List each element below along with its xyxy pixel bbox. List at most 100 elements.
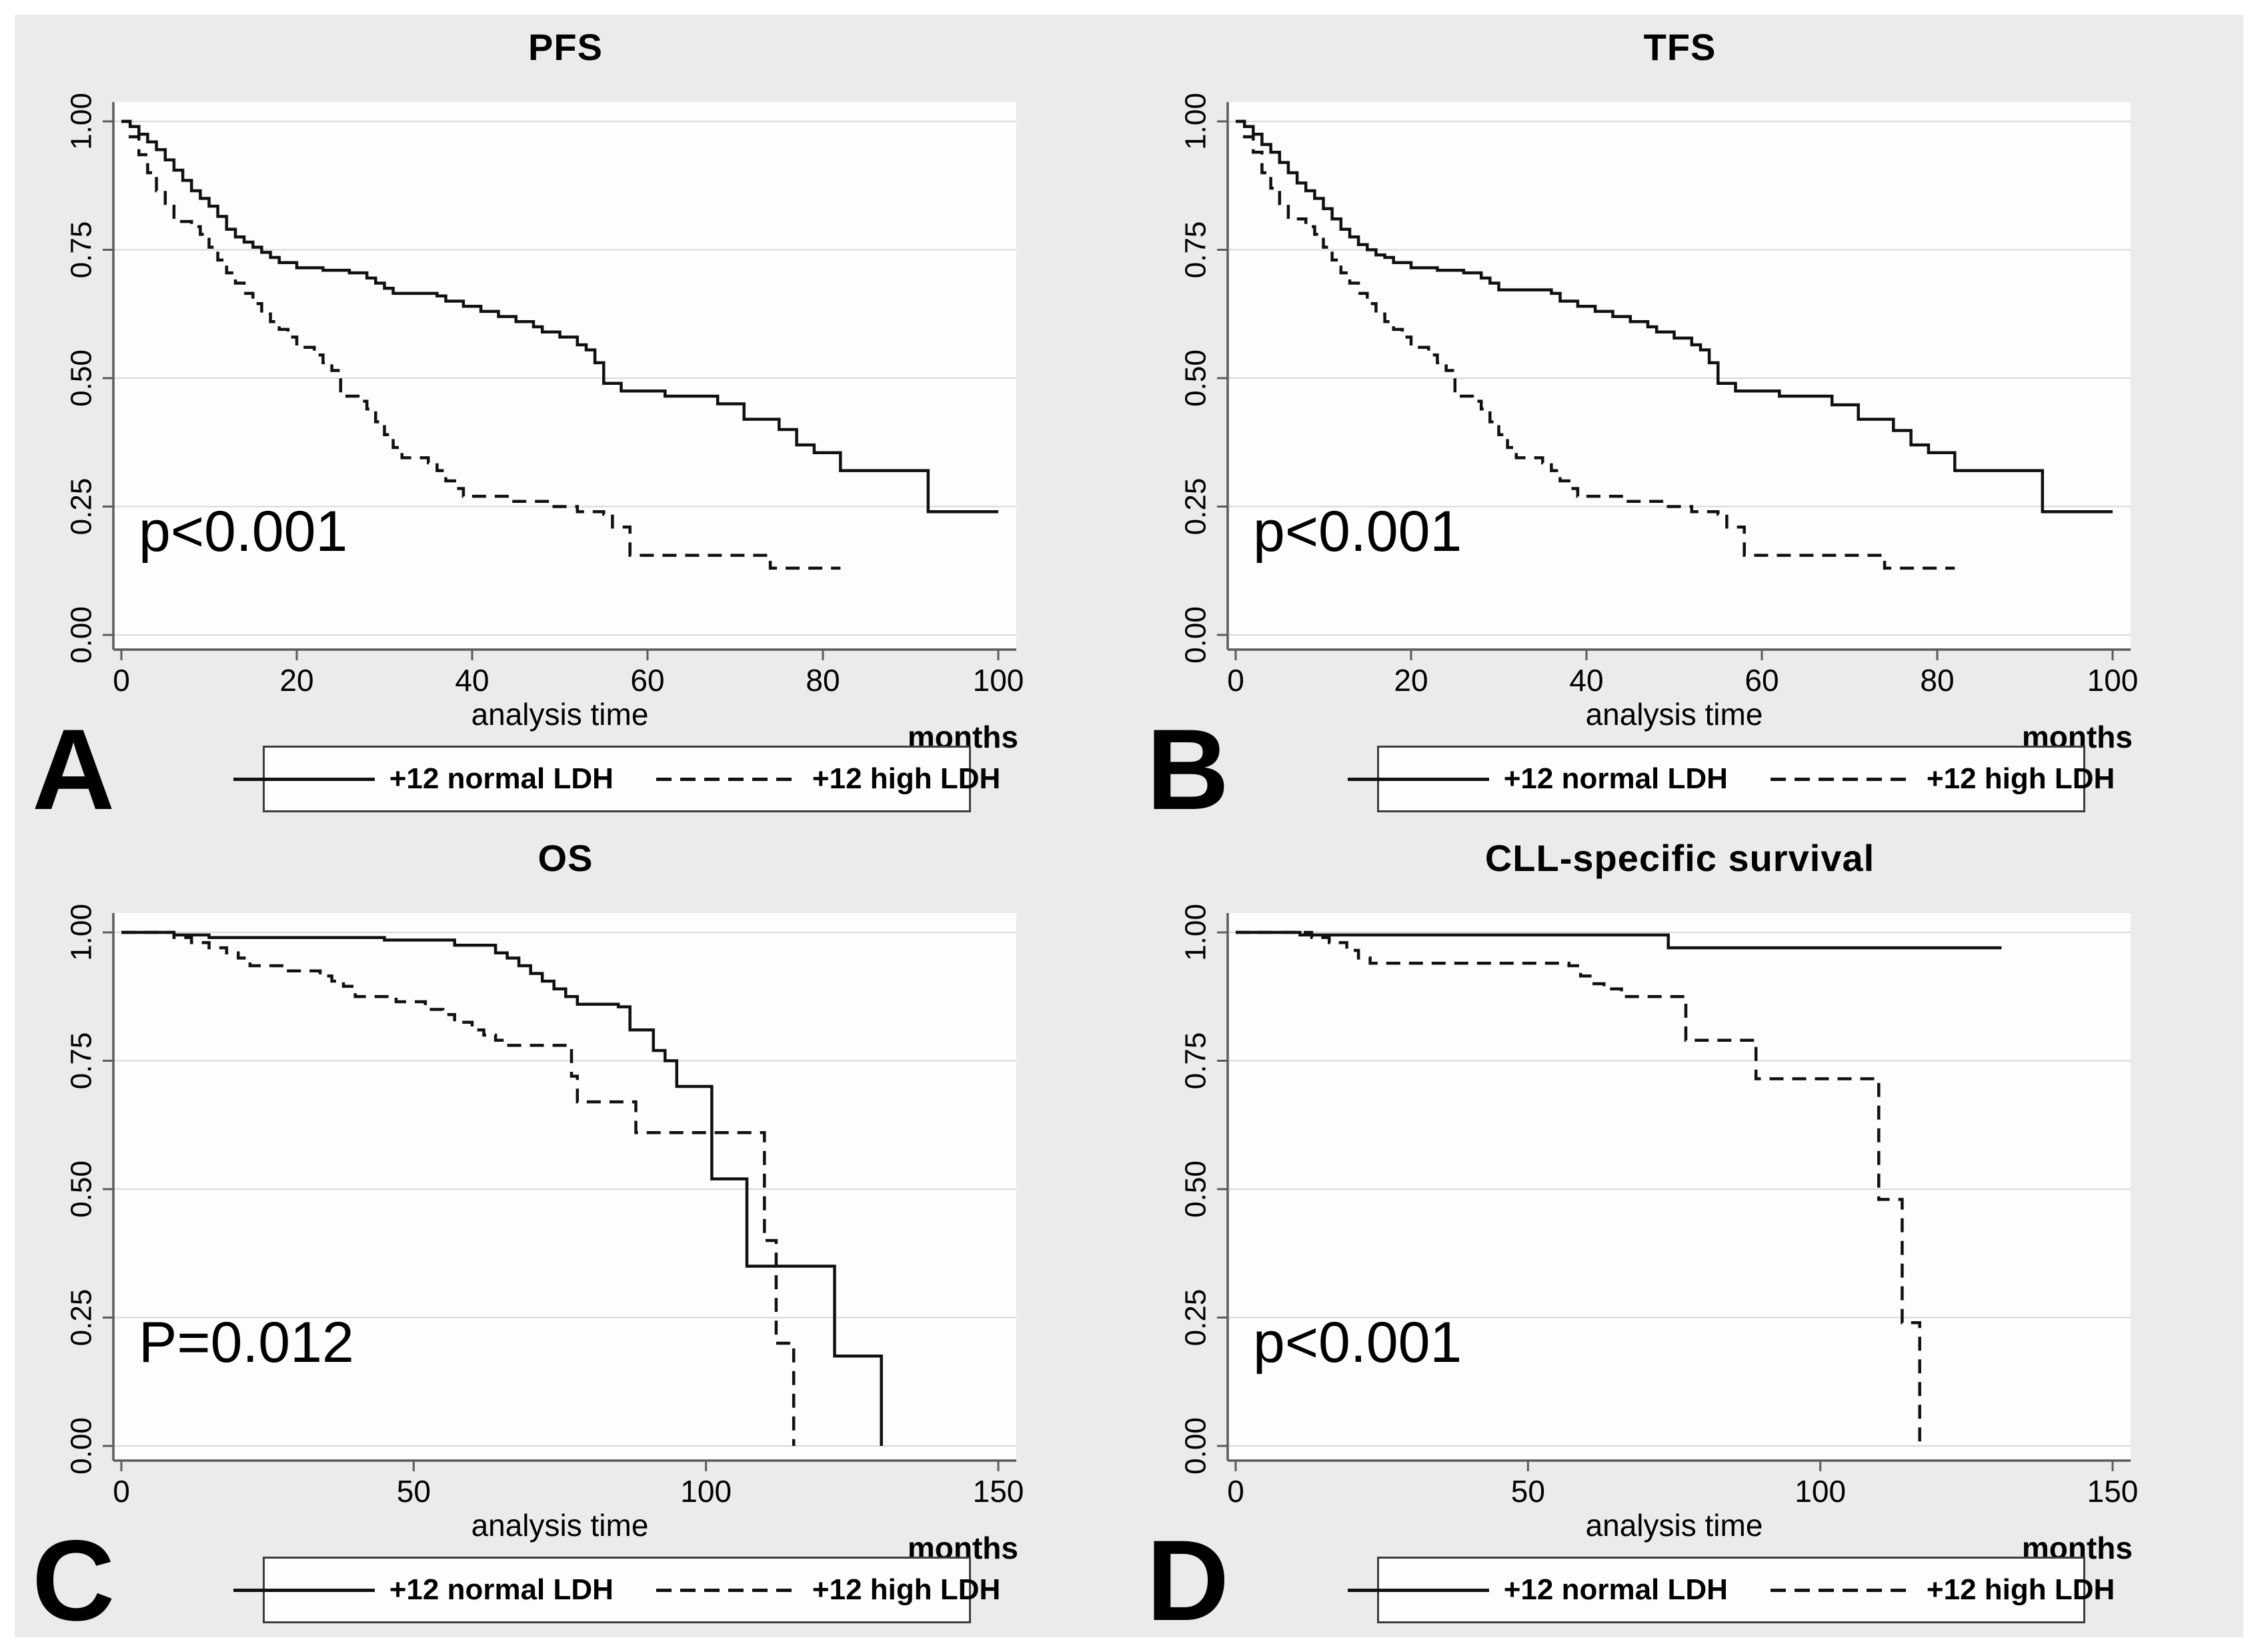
panel-a-pfs: 0.00 0.25 0.50 0.75 1.00 0 20 40 60 80 100 PFS p<0… bbox=[15, 15, 1129, 834]
legend-item-high-ldh: +12 high LDH bbox=[656, 762, 1000, 796]
x-axis-title: analysis time bbox=[1585, 1508, 1763, 1543]
legend-label-high-ldh: +12 high LDH bbox=[812, 762, 1001, 795]
km-curve-high-ldh bbox=[1236, 930, 1921, 1446]
legend-item-high-ldh: +12 high LDH bbox=[1770, 762, 2115, 796]
y-tick-label: 0.75 bbox=[1180, 1032, 1212, 1090]
y-tick-label: 0.00 bbox=[1180, 1417, 1212, 1475]
legend-item-normal-ldh: +12 normal LDH bbox=[1347, 1573, 1728, 1607]
km-curve-normal-ldh bbox=[121, 119, 998, 514]
y-tick-label: 1.00 bbox=[65, 93, 98, 150]
x-axis-title: analysis time bbox=[1585, 697, 1763, 732]
x-tick-label: 60 bbox=[630, 663, 664, 698]
plot-area bbox=[1228, 102, 2131, 650]
y-tick-label: 0.25 bbox=[1180, 1289, 1212, 1347]
panel-letter: A bbox=[32, 706, 115, 834]
x-tick-label: 0 bbox=[113, 1474, 130, 1509]
legend-dashed-line-sample bbox=[1770, 777, 1912, 781]
panel-d-cll-specific-survival: 0.00 0.25 0.50 0.75 1.00 0 50 100 150 CLL-specif… bbox=[1129, 826, 2243, 1645]
p-value-label: p<0.001 bbox=[1253, 500, 1462, 564]
km-plot-b: 0.00 0.25 0.50 0.75 1.00 0 20 40 60 80 100 bbox=[1180, 93, 2139, 698]
x-axis-title: analysis time bbox=[471, 1508, 649, 1543]
km-curve-normal-ldh bbox=[121, 930, 883, 1446]
x-tick-label: 20 bbox=[279, 663, 313, 698]
x-tick-label: 50 bbox=[1511, 1474, 1545, 1509]
legend-box: +12 normal LDH +12 high LDH bbox=[1347, 746, 2115, 812]
panel-title: PFS bbox=[528, 26, 603, 68]
legend-box: +12 normal LDH +12 high LDH bbox=[1347, 1557, 2115, 1623]
y-tick-label: 0.50 bbox=[65, 349, 98, 407]
panel-b-tfs: 0.00 0.25 0.50 0.75 1.00 0 20 40 60 80 100 TFS p<0… bbox=[1129, 15, 2243, 834]
y-tick-label: 0.50 bbox=[1180, 349, 1212, 407]
legend-label-normal-ldh: +12 normal LDH bbox=[1503, 1573, 1728, 1606]
plot-area bbox=[1228, 913, 2131, 1461]
y-tick-label: 0.50 bbox=[1180, 1160, 1212, 1218]
x-tick-label: 0 bbox=[1227, 663, 1244, 698]
legend-solid-line-sample bbox=[1347, 1588, 1489, 1592]
y-tick-label: 0.00 bbox=[1180, 606, 1212, 664]
legend-solid-line-sample bbox=[233, 777, 375, 781]
legend-item-normal-ldh: +12 normal LDH bbox=[1347, 762, 1728, 796]
legend-label-high-ldh: +12 high LDH bbox=[812, 1573, 1001, 1606]
legend-item-high-ldh: +12 high LDH bbox=[1770, 1573, 2115, 1607]
panel-letter: C bbox=[32, 1517, 115, 1645]
x-tick-label: 50 bbox=[397, 1474, 431, 1509]
x-tick-label: 100 bbox=[2087, 663, 2139, 698]
legend-item-high-ldh: +12 high LDH bbox=[656, 1573, 1000, 1607]
p-value-label: P=0.012 bbox=[139, 1311, 354, 1375]
y-tick-label: 0.75 bbox=[65, 221, 98, 279]
y-tick-label: 0.00 bbox=[65, 606, 98, 664]
y-tick-label: 1.00 bbox=[1180, 904, 1212, 961]
legend-item-normal-ldh: +12 normal LDH bbox=[233, 762, 614, 796]
legend-label-high-ldh: +12 high LDH bbox=[1926, 762, 2115, 795]
x-tick-label: 40 bbox=[1569, 663, 1603, 698]
y-tick-label: 0.75 bbox=[65, 1032, 98, 1090]
km-curve-high-ldh bbox=[121, 119, 841, 570]
km-curve-high-ldh bbox=[121, 930, 796, 1446]
legend-box: +12 normal LDH +12 high LDH bbox=[233, 746, 1000, 812]
legend-label-normal-ldh: +12 normal LDH bbox=[1503, 762, 1728, 795]
y-tick-label: 0.25 bbox=[65, 1289, 98, 1347]
x-tick-label: 100 bbox=[680, 1474, 732, 1509]
legend-item-normal-ldh: +12 normal LDH bbox=[233, 1573, 614, 1607]
km-plot-d: 0.00 0.25 0.50 0.75 1.00 0 50 100 150 bbox=[1180, 904, 2139, 1509]
x-tick-label: 80 bbox=[806, 663, 840, 698]
panel-letter: D bbox=[1146, 1517, 1230, 1645]
legend-dashed-line-sample bbox=[656, 1588, 798, 1592]
km-figure: 0.00 0.25 0.50 0.75 1.00 0 20 40 60 80 100 PFS p<0… bbox=[15, 15, 2243, 1645]
legend-solid-line-sample bbox=[1347, 777, 1489, 781]
km-plot-c: 0.00 0.25 0.50 0.75 1.00 0 50 100 150 bbox=[65, 904, 1024, 1509]
x-tick-label: 0 bbox=[1227, 1474, 1244, 1509]
legend-label-normal-ldh: +12 normal LDH bbox=[389, 762, 614, 795]
x-tick-label: 80 bbox=[1920, 663, 1954, 698]
y-tick-label: 0.50 bbox=[65, 1160, 98, 1218]
x-tick-label: 0 bbox=[113, 663, 130, 698]
y-tick-label: 0.75 bbox=[1180, 221, 1212, 279]
y-tick-label: 0.00 bbox=[65, 1417, 98, 1475]
legend-dashed-line-sample bbox=[1770, 1588, 1912, 1592]
plot-area bbox=[113, 913, 1016, 1461]
legend-solid-line-sample bbox=[233, 1588, 375, 1592]
x-axis-title: analysis time bbox=[471, 697, 649, 732]
panel-title: OS bbox=[537, 837, 594, 879]
p-value-label: p<0.001 bbox=[139, 500, 348, 564]
legend-label-high-ldh: +12 high LDH bbox=[1926, 1573, 2115, 1606]
panel-title: TFS bbox=[1643, 26, 1717, 68]
legend-box: +12 normal LDH +12 high LDH bbox=[233, 1557, 1000, 1623]
p-value-label: p<0.001 bbox=[1253, 1311, 1462, 1375]
legend-label-normal-ldh: +12 normal LDH bbox=[389, 1573, 614, 1606]
x-tick-label: 100 bbox=[973, 663, 1024, 698]
y-tick-label: 0.25 bbox=[1180, 478, 1212, 536]
plot-area bbox=[113, 102, 1016, 650]
panel-letter: B bbox=[1146, 706, 1230, 834]
x-tick-label: 20 bbox=[1394, 663, 1428, 698]
legend-dashed-line-sample bbox=[656, 777, 798, 781]
y-tick-label: 1.00 bbox=[1180, 93, 1212, 150]
panel-c-os: 0.00 0.25 0.50 0.75 1.00 0 50 100 150 OS P=0.012… bbox=[15, 826, 1129, 1645]
y-tick-label: 0.25 bbox=[65, 478, 98, 536]
x-tick-label: 40 bbox=[455, 663, 489, 698]
panel-title: CLL-specific survival bbox=[1484, 837, 1875, 879]
x-tick-label: 150 bbox=[973, 1474, 1024, 1509]
km-plot-a: 0.00 0.25 0.50 0.75 1.00 0 20 40 60 80 100 bbox=[65, 93, 1024, 698]
km-curve-high-ldh bbox=[1236, 119, 1955, 570]
x-tick-label: 150 bbox=[2087, 1474, 2139, 1509]
